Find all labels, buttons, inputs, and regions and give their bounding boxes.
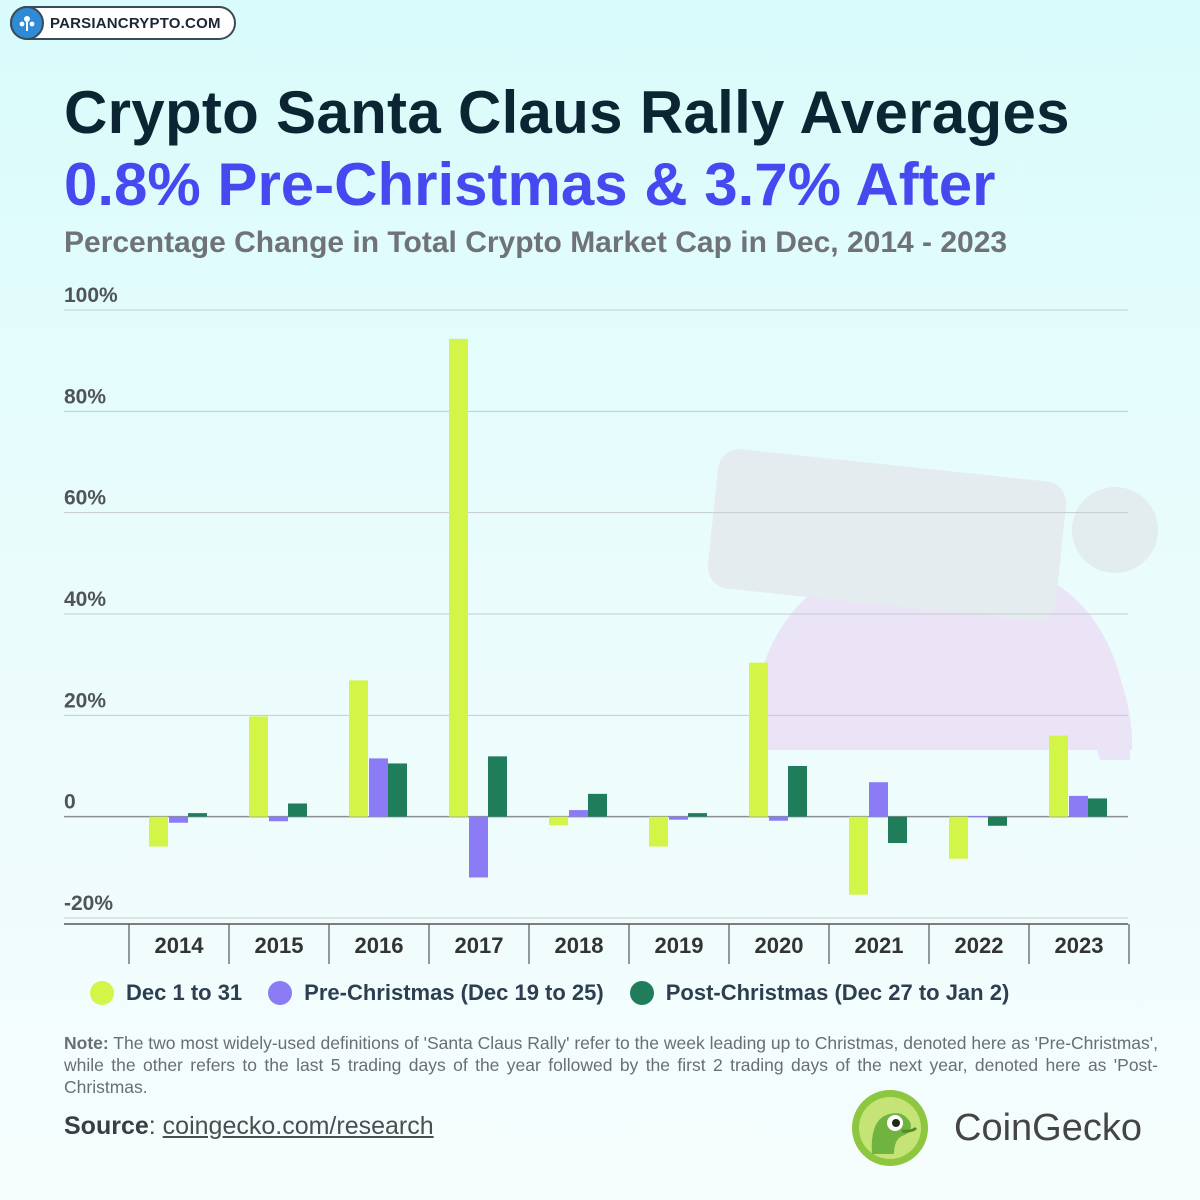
bar [969,816,988,818]
source-link[interactable]: coingecko.com/research [162,1112,434,1140]
bar [769,816,788,821]
x-tick-label: 2019 [655,933,704,958]
bar [288,803,307,817]
x-tick-label: 2015 [255,933,304,958]
bar [169,816,188,823]
bar [269,816,288,822]
legend-item-post-christmas: Post-Christmas (Dec 27 to Jan 2) [629,980,1010,1006]
x-tick-label: 2016 [355,933,404,958]
source-line: Source: coingecko.com/research [64,1112,434,1141]
bar [569,810,588,817]
y-tick-label: 0 [64,791,76,814]
bar [849,816,868,895]
bar [1088,798,1107,817]
x-tick-label: 2020 [755,933,804,958]
legend-item-dec-1-to-31: Dec 1 to 31 [90,980,242,1006]
bar [549,816,568,826]
y-tick-label: 20% [64,689,106,712]
bar [369,758,388,817]
x-tick-label: 2023 [1055,933,1104,958]
bar [588,793,607,817]
bar [1049,735,1068,817]
x-tick-label: 2014 [155,933,205,958]
x-tick-label: 2018 [555,933,604,958]
chart-title: Percentage Change in Total Crypto Market… [64,226,1008,259]
bar [949,816,968,859]
x-tick-label: 2021 [855,933,904,958]
bar [149,816,168,847]
source-separator: : [148,1112,163,1140]
y-tick-label: 60% [64,487,106,510]
chart-legend: Dec 1 to 31 Pre-Christmas (Dec 19 to 25)… [90,980,1035,1006]
y-tick-label: 100% [64,284,118,307]
page-title: Crypto Santa Claus Rally Averages [64,79,1070,146]
legend-swatch-pre-christmas [268,981,293,1005]
bar [488,756,507,817]
y-tick-label: 40% [64,588,106,611]
source-label: Source [64,1112,149,1140]
bar [1069,795,1088,817]
legend-swatch-post-christmas [629,981,654,1005]
parsiancrypto-badge: PARSIANCRYPTO.COM [10,6,236,40]
legend-label-pre-christmas: Pre-Christmas (Dec 19 to 25) [304,980,604,1005]
brand-name: CoinGecko [954,1106,1142,1149]
santa-hat-decoration [707,449,1158,760]
badge-text: PARSIANCRYPTO.COM [50,14,221,32]
bar [649,816,668,847]
bar [749,662,768,817]
legend-label-post-christmas: Post-Christmas (Dec 27 to Jan 2) [665,980,1010,1005]
bar [669,816,688,820]
bar [988,816,1007,826]
bar [788,766,807,817]
bar [249,716,268,817]
x-tick-label: 2017 [455,933,504,958]
x-tick-label: 2022 [955,933,1004,958]
coingecko-brand: CoinGecko [850,1088,1142,1168]
y-tick-label: 80% [64,385,106,408]
legend-item-pre-christmas: Pre-Christmas (Dec 19 to 25) [268,980,604,1006]
coingecko-logo-icon [852,1090,928,1166]
bar-chart: -20% 0 20% 40% 60% 80% 100% 2014 2015 2016 2017 201… [64,284,1158,964]
page-subtitle: 0.8% Pre-Christmas & 3.7% After [64,151,996,218]
legend-label-dec-1-to-31: Dec 1 to 31 [126,980,243,1005]
parsiancrypto-logo-icon [10,6,44,40]
bar [688,813,707,817]
bar [888,816,907,844]
bar [469,816,488,878]
bar [388,763,407,817]
footnote: Note: The two most widely-used definitio… [64,1032,1158,1098]
note-label: Note: [64,1033,109,1053]
bar [869,782,888,817]
note-text: The two most widely-used definitions of … [64,1033,1158,1097]
bar [349,680,368,817]
bar [449,338,468,817]
bar [188,813,207,817]
legend-swatch-dec-1-to-31 [90,981,114,1005]
y-tick-label: -20% [64,892,113,915]
